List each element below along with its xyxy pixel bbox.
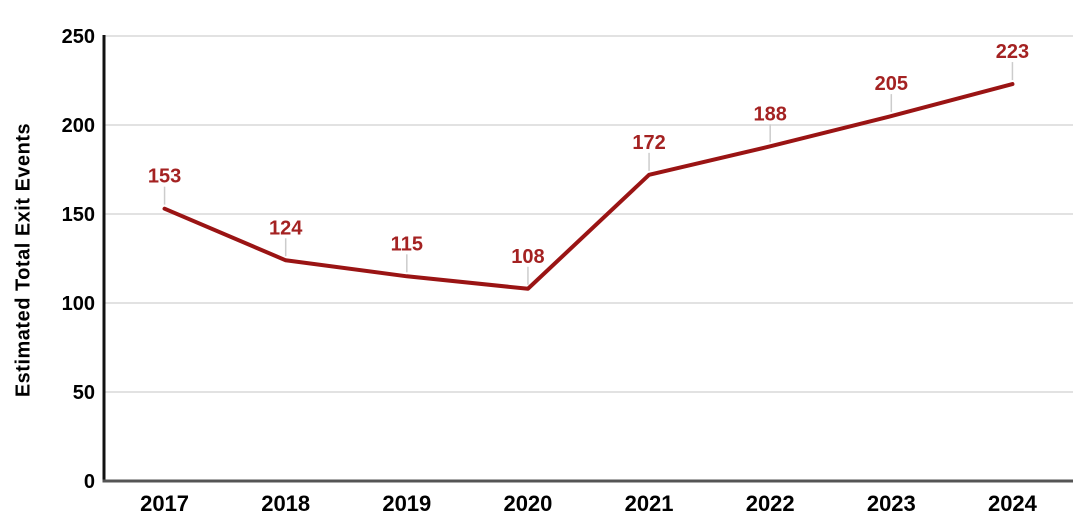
x-tick-label: 2024 bbox=[988, 491, 1038, 516]
y-tick-label: 50 bbox=[73, 382, 95, 404]
trend-line bbox=[162, 82, 1015, 291]
y-tick-label: 0 bbox=[84, 471, 95, 493]
data-label: 188 bbox=[754, 103, 787, 125]
x-tick-label: 2020 bbox=[503, 491, 552, 516]
y-tick-label: 200 bbox=[62, 115, 95, 137]
x-tick-label: 2019 bbox=[382, 491, 431, 516]
data-label: 205 bbox=[875, 73, 908, 95]
y-tick-label: 250 bbox=[62, 26, 95, 48]
x-tick-label: 2021 bbox=[625, 491, 674, 516]
x-tick-label: 2023 bbox=[867, 491, 916, 516]
data-label: 172 bbox=[632, 132, 665, 154]
y-tick-label: 100 bbox=[62, 293, 95, 315]
x-tick-label: 2018 bbox=[261, 491, 310, 516]
data-label: 115 bbox=[391, 233, 423, 255]
y-axis-title: Estimated Total Exit Events bbox=[12, 122, 35, 398]
y-tick-label: 150 bbox=[62, 204, 95, 226]
data-label: 108 bbox=[511, 246, 544, 268]
x-tick-label: 2022 bbox=[746, 491, 795, 516]
data-label: 124 bbox=[269, 217, 303, 239]
data-label: 223 bbox=[996, 41, 1029, 63]
x-tick-label: 2017 bbox=[140, 491, 189, 516]
data-label: 153 bbox=[148, 166, 181, 188]
